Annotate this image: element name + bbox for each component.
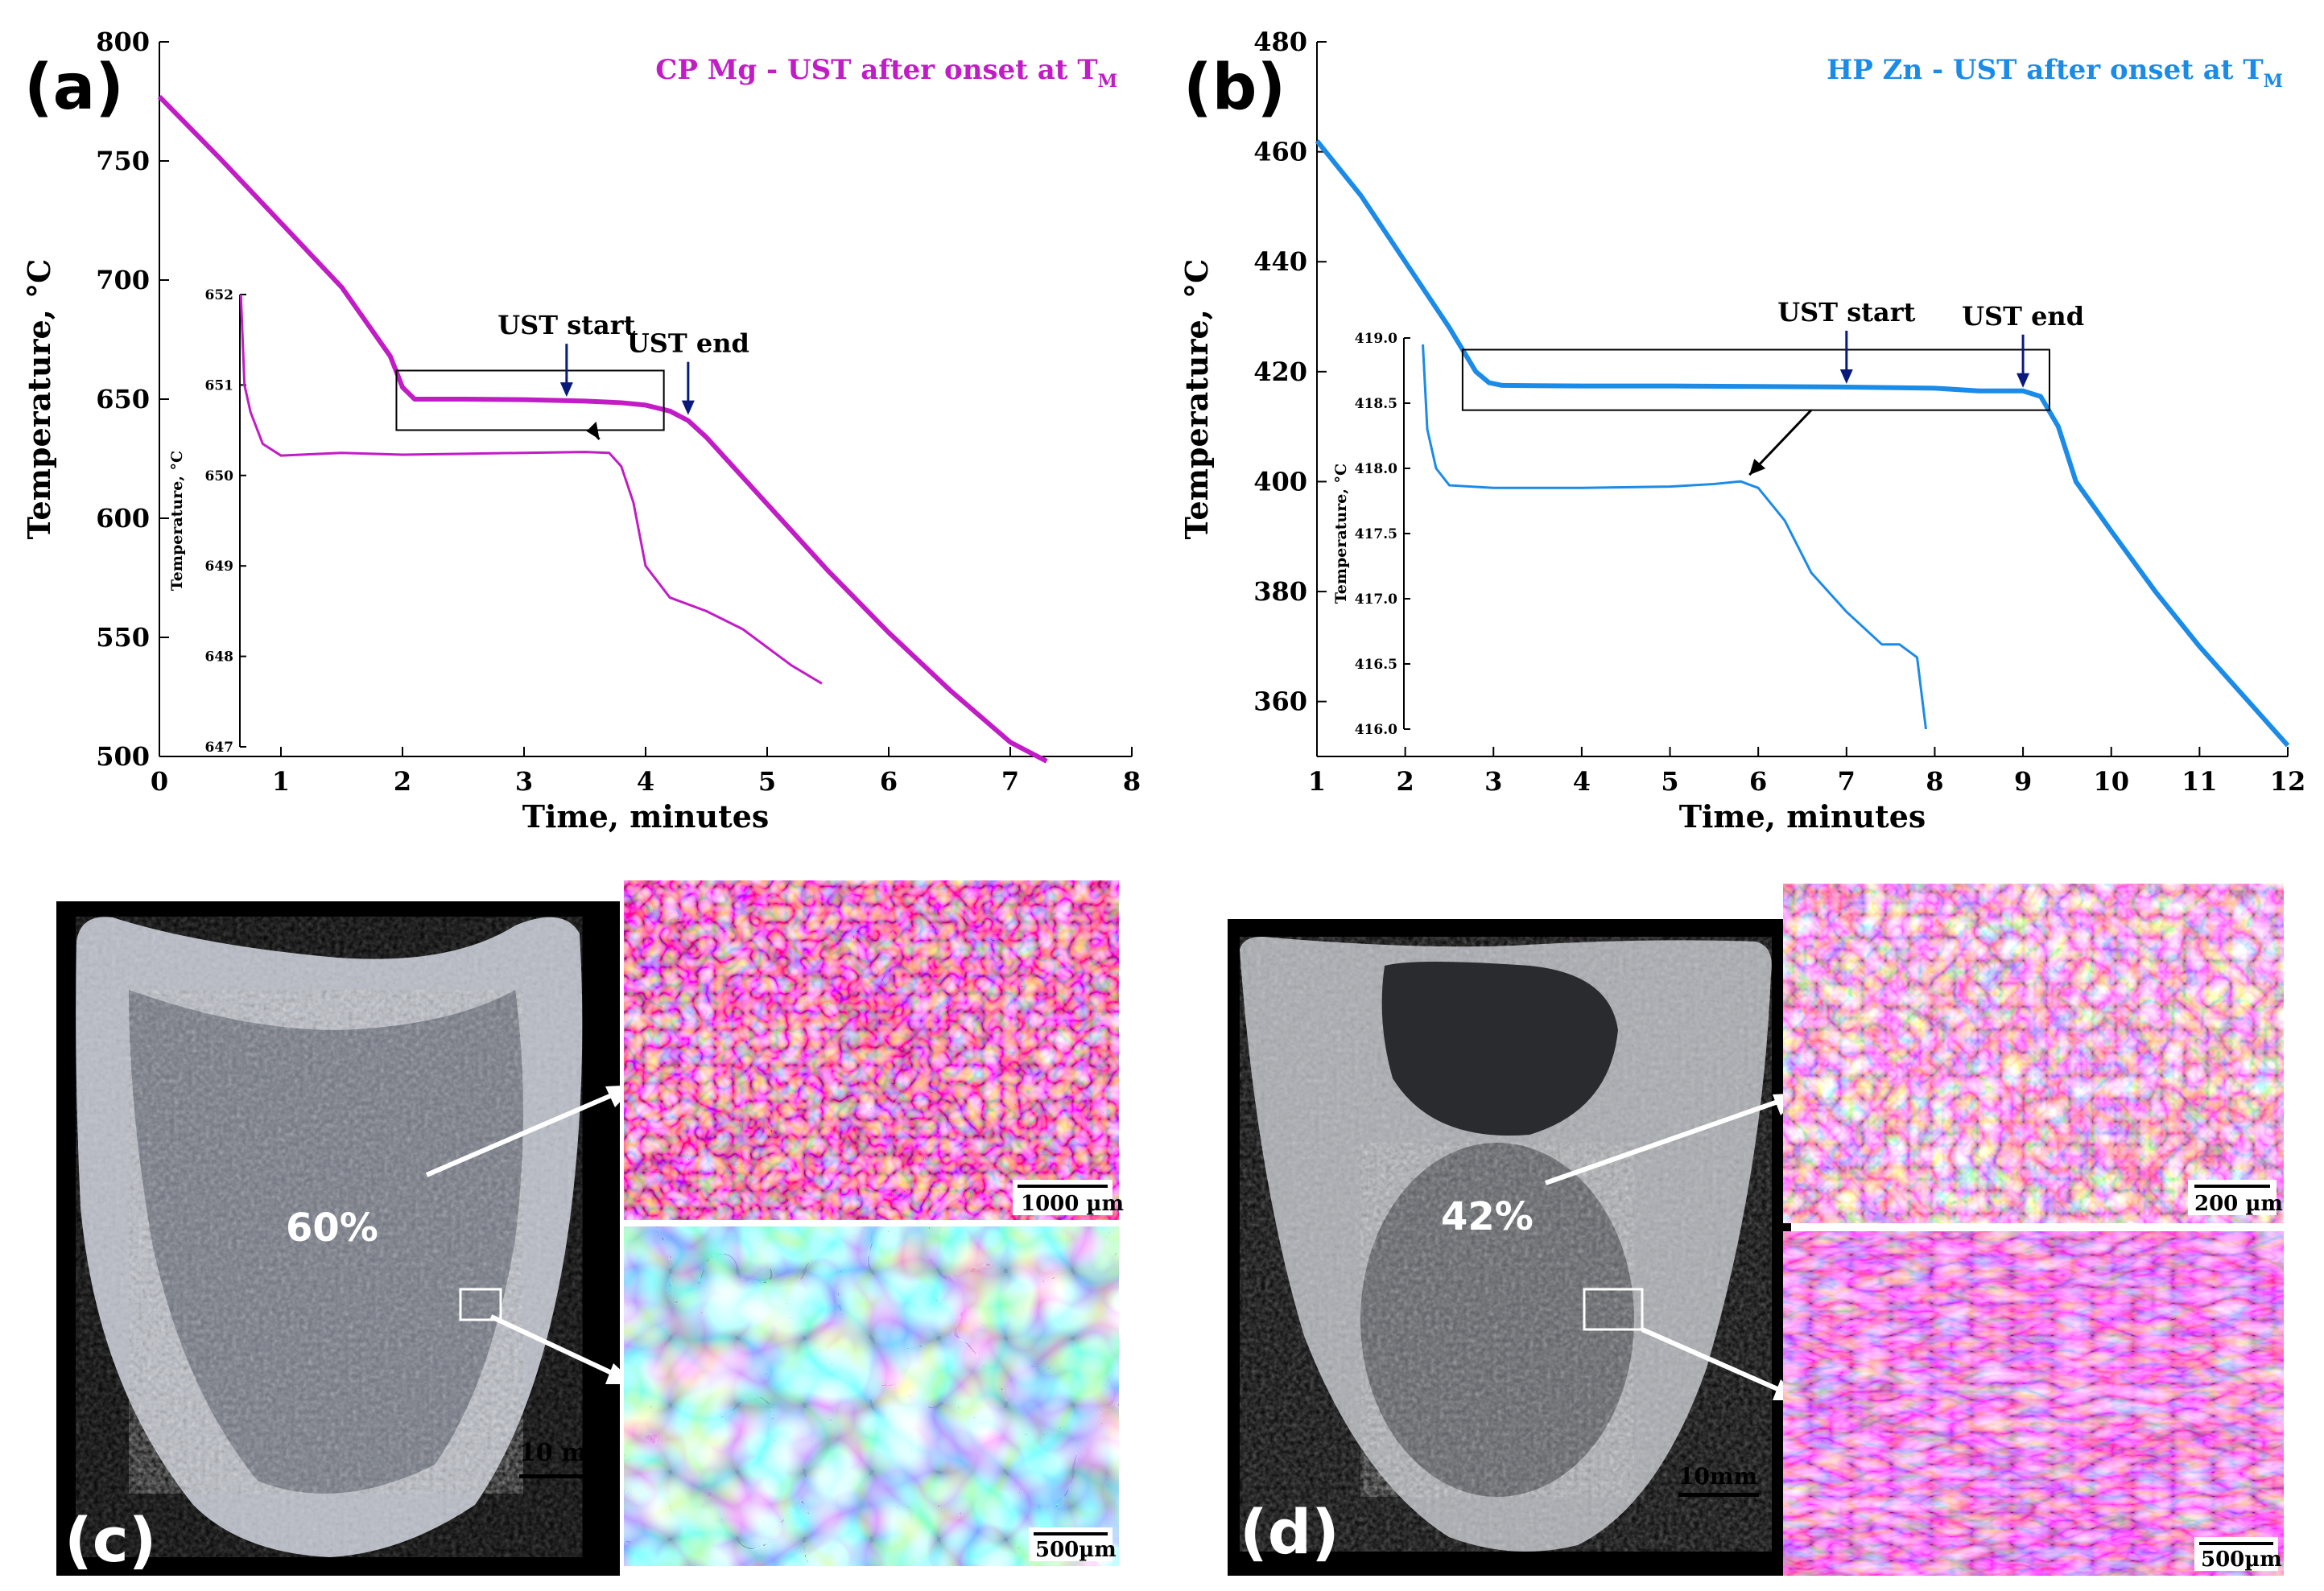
y-tick-label: 380 xyxy=(1253,576,1307,607)
y-tick-label: 480 xyxy=(1253,27,1307,57)
y-tick-label: 550 xyxy=(96,622,150,653)
x-tick-label: 10 xyxy=(2093,766,2129,797)
macro-zn-arrow-top xyxy=(1545,1090,1804,1185)
inset-series-line xyxy=(239,294,823,685)
annotation-ust-end: UST end xyxy=(1962,301,2084,332)
x-tick-label: 1 xyxy=(1308,766,1326,797)
zoom-box xyxy=(395,369,665,431)
y-tick-label: 650 xyxy=(96,384,150,414)
micrograph-mg-top: 1000 µm xyxy=(624,880,1124,1220)
inset-y-axis-label: Temperature, °C xyxy=(168,451,186,591)
x-tick-label: 1 xyxy=(272,766,290,797)
x-tick-label: 7 xyxy=(1001,766,1019,797)
chart-title: HP Zn - UST after onset at TM xyxy=(1827,54,2283,92)
macro-mg-section: 60% 10 mm xyxy=(56,901,638,1576)
panel-label-c: (c) xyxy=(64,1504,157,1576)
annotation-ust-start: UST start xyxy=(497,310,635,340)
zoom-box xyxy=(1461,348,2050,411)
scalebar-zn-bottom: 500µm xyxy=(2201,1548,2282,1572)
inset-y-tick-label: 419.0 xyxy=(1355,331,1397,347)
inset-y-tick-label: 650 xyxy=(205,468,234,484)
scalebar-macro-c: 10 mm xyxy=(519,1439,613,1467)
y-tick-label: 460 xyxy=(1253,137,1307,167)
x-tick-label: 0 xyxy=(151,766,168,797)
inset-y-tick-label: 416.0 xyxy=(1355,722,1397,738)
y-tick-label: 750 xyxy=(96,146,150,176)
x-tick-label: 8 xyxy=(1926,766,1943,797)
annotation-ust-end: UST end xyxy=(627,328,749,359)
micrograph-area: 60% 10 mm 1000 µm 500µm (c) 42% 10mm xyxy=(56,880,2284,1576)
annotation-arrowhead xyxy=(1839,369,1853,384)
y-axis-label: Temperature, °C xyxy=(21,259,57,540)
y-tick-label: 700 xyxy=(96,265,150,295)
main-series-line xyxy=(1315,139,2290,748)
chart-title: CP Mg - UST after onset at TM xyxy=(655,54,1117,92)
x-tick-label: 9 xyxy=(2014,766,2032,797)
chart-b: 1 2 3 4 5 6 7 8 9 10 11 12360380400420440460480Time… xyxy=(1179,27,2305,835)
inset-series-line xyxy=(1422,344,1927,730)
micrograph-zn-top: 200 µm xyxy=(1783,884,2284,1223)
macro-mg-roi-box xyxy=(459,1288,502,1321)
x-tick-label: 2 xyxy=(1397,766,1414,797)
inset-connector-arrowhead xyxy=(1749,459,1766,476)
inset-connector-arrowhead xyxy=(586,421,600,439)
x-tick-label: 8 xyxy=(1123,766,1141,797)
inset-y-tick-label: 416.5 xyxy=(1355,657,1397,673)
x-tick-label: 4 xyxy=(637,766,654,797)
x-axis-label: Time, minutes xyxy=(1679,798,1926,835)
chart-a: 0 1 2 3 4 5 6 7 8 500 550 600 650 700 750 800 Time, minu… xyxy=(21,27,1141,835)
inset-y-tick-label: 647 xyxy=(205,740,234,756)
scalebar-mg-bottom: 500µm xyxy=(1035,1538,1117,1562)
inset-y-tick-label: 418.5 xyxy=(1355,396,1397,412)
x-tick-label: 12 xyxy=(2270,766,2306,797)
panel-label-a: (a) xyxy=(24,52,124,124)
main-series-line xyxy=(157,94,1048,764)
inset-y-tick-label: 417.5 xyxy=(1355,526,1397,542)
macro-zn-section: 42% 10mm xyxy=(1228,919,1805,1576)
panel-label-d: (d) xyxy=(1240,1496,1339,1568)
macro-zn-roi-box xyxy=(1583,1288,1644,1331)
y-axis-label: Temperature, °C xyxy=(1179,259,1215,540)
scalebar-macro-d: 10mm xyxy=(1678,1463,1757,1490)
x-tick-label: 6 xyxy=(880,766,898,797)
y-tick-label: 800 xyxy=(96,27,150,57)
y-tick-label: 360 xyxy=(1253,686,1307,717)
y-tick-label: 400 xyxy=(1253,466,1307,497)
y-tick-label: 500 xyxy=(96,741,150,772)
scalebar-zn-top: 200 µm xyxy=(2194,1192,2283,1216)
x-tick-label: 4 xyxy=(1573,766,1591,797)
x-tick-label: 6 xyxy=(1749,766,1767,797)
annotation-ust-start: UST start xyxy=(1777,297,1915,328)
x-axis-label: Time, minutes xyxy=(522,798,770,835)
inset-y-tick-label: 417.0 xyxy=(1355,591,1397,608)
panel-label-b: (b) xyxy=(1183,52,1286,124)
inset-y-axis-label: Temperature, °C xyxy=(1332,464,1350,604)
x-tick-label: 11 xyxy=(2182,766,2218,797)
annotation-arrowhead xyxy=(559,382,573,398)
x-tick-label: 3 xyxy=(1484,766,1502,797)
annotation-arrowhead xyxy=(2016,373,2030,388)
scalebar-mg-top: 1000 µm xyxy=(1021,1192,1124,1216)
inset-y-tick-label: 651 xyxy=(205,377,234,394)
x-tick-label: 3 xyxy=(515,766,533,797)
x-tick-label: 7 xyxy=(1838,766,1855,797)
x-tick-label: 5 xyxy=(758,766,776,797)
inset-y-tick-label: 648 xyxy=(205,649,234,666)
micrograph-mg-bottom: 500µm xyxy=(624,1226,1119,1566)
fraction-label-d: 42% xyxy=(1441,1194,1534,1239)
macro-mg-arrow-top xyxy=(425,1082,638,1177)
y-tick-label: 420 xyxy=(1253,357,1307,387)
y-tick-label: 440 xyxy=(1253,246,1307,277)
x-tick-label: 2 xyxy=(394,766,411,797)
inset-y-tick-label: 652 xyxy=(205,287,234,303)
y-tick-label: 600 xyxy=(96,503,150,534)
macro-zn-arrow-bottom xyxy=(1641,1327,1805,1403)
inset-y-tick-label: 418.0 xyxy=(1355,461,1397,477)
micrograph-zn-bottom: 500µm xyxy=(1783,1231,2284,1576)
x-tick-label: 5 xyxy=(1661,766,1678,797)
annotation-arrowhead xyxy=(681,400,695,415)
fraction-label-c: 60% xyxy=(286,1206,378,1251)
inset-y-tick-label: 649 xyxy=(205,558,234,575)
